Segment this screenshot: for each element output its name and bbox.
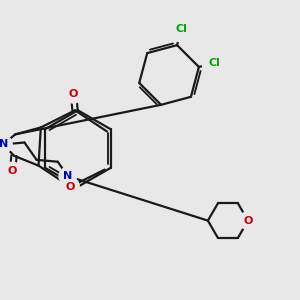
Circle shape (59, 167, 77, 185)
Circle shape (65, 85, 82, 103)
Text: O: O (66, 182, 75, 192)
Text: O: O (69, 89, 78, 99)
Text: Cl: Cl (175, 25, 187, 34)
Circle shape (4, 162, 22, 180)
Circle shape (169, 17, 194, 42)
Circle shape (0, 136, 12, 153)
Text: N: N (0, 140, 8, 149)
Text: O: O (8, 166, 17, 176)
Text: N: N (63, 171, 73, 181)
Text: O: O (243, 216, 253, 226)
Circle shape (239, 212, 257, 230)
Circle shape (202, 50, 227, 75)
Circle shape (61, 178, 79, 196)
Text: Cl: Cl (208, 58, 220, 68)
